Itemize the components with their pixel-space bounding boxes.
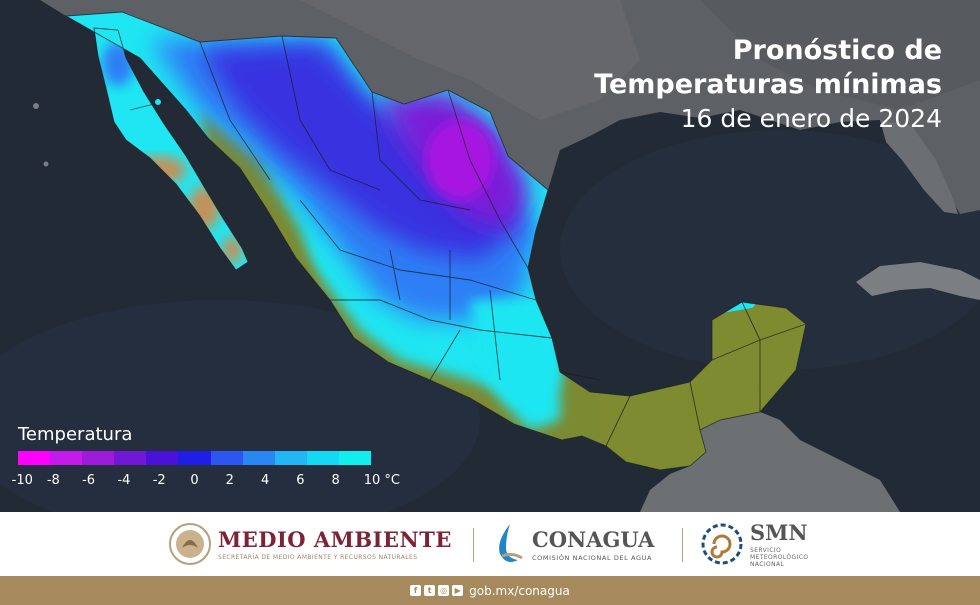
legend-tick-label: 6 — [296, 473, 305, 488]
cuba — [856, 262, 980, 300]
legend-swatch — [274, 451, 307, 465]
instagram-icon[interactable]: ◎ — [438, 585, 450, 596]
legend-swatch — [178, 451, 211, 465]
youtube-icon[interactable]: ▶ — [452, 585, 464, 596]
conagua-name: CONAGUA — [532, 526, 655, 552]
legend-swatch — [146, 451, 179, 465]
legend-ticks: -10 -8 -6 -4 -2 0 2 4 6 8 10 °C — [12, 473, 438, 493]
central-america — [640, 412, 900, 512]
legend-tick-label: -8 — [46, 473, 60, 488]
legend-tick-label: 0 — [190, 473, 199, 488]
legend-tick-label: -10 — [11, 473, 33, 488]
footer-logos: MEDIO AMBIENTE SECRETARÍA DE MEDIO AMBIE… — [0, 512, 980, 576]
legend-tick-label: -2 — [152, 473, 166, 488]
legend-swatch — [50, 451, 83, 465]
legend-swatch — [338, 451, 372, 465]
smn-subtitle-line-1: SERVICIO — [750, 547, 782, 554]
legend-title: Temperatura — [18, 424, 133, 445]
legend-swatch — [242, 451, 275, 465]
legend-tick-label: -6 — [82, 473, 96, 488]
smn-subtitle-line-2: METEOROLÓGICO — [750, 554, 809, 561]
facebook-icon[interactable]: f — [410, 585, 422, 596]
forecast-date: 16 de enero de 2024 — [680, 104, 942, 133]
temperature-map — [0, 0, 980, 512]
medio-ambiente-name: MEDIO AMBIENTE — [218, 527, 452, 552]
social-icons: f t ◎ ▶ — [410, 585, 464, 596]
legend-tick-label: -4 — [117, 473, 131, 488]
legend-swatch — [114, 451, 147, 465]
spiral-icon — [701, 523, 743, 565]
bottom-bar: f t ◎ ▶ gob.mx/conagua — [0, 576, 980, 605]
smn-subtitle-line-3: NACIONAL — [750, 561, 785, 568]
legend-swatch — [306, 451, 339, 465]
semarnat-logo[interactable]: MEDIO AMBIENTE SECRETARÍA DE MEDIO AMBIE… — [168, 522, 452, 566]
temperature-legend: Temperatura -10 -8 -6 -4 -2 0 2 4 6 8 10 °C — [12, 424, 438, 493]
usa-landmass — [0, 0, 980, 214]
map-svg — [0, 0, 980, 512]
footer-separator-2 — [682, 528, 683, 562]
legend-tick-label: 4 — [260, 473, 270, 488]
map-title: Pronóstico de Temperaturas mínimas 16 de… — [594, 34, 942, 136]
state-borders — [64, 11, 807, 471]
legend-tick-label: 10 °C — [363, 473, 401, 488]
website-link[interactable]: gob.mx/conagua — [469, 583, 570, 598]
title-line-2: Temperaturas mínimas — [594, 69, 942, 100]
footer-separator-1 — [473, 528, 474, 562]
medio-ambiente-subtitle: SECRETARÍA DE MEDIO AMBIENTE Y RECURSOS … — [218, 554, 418, 561]
water-drop-icon — [499, 524, 523, 562]
eagle-seal-icon — [169, 523, 211, 565]
legend-tick-label: 2 — [225, 473, 234, 488]
florida — [880, 120, 958, 214]
legend-swatch — [82, 451, 115, 465]
conagua-subtitle: COMISIÓN NACIONAL DEL AGUA — [532, 553, 653, 562]
legend-tick-label: 8 — [331, 473, 340, 488]
conagua-logo[interactable]: CONAGUA COMISIÓN NACIONAL DEL AGUA — [492, 522, 654, 566]
legend-swatch — [210, 451, 243, 465]
legend-color-bar — [18, 451, 372, 465]
twitter-icon[interactable]: t — [424, 585, 436, 596]
title-line-1: Pronóstico de — [732, 35, 942, 66]
legend-swatch — [18, 451, 51, 465]
smn-subtitle: SERVICIO METEOROLÓGICO NACIONAL — [750, 547, 808, 568]
smn-logo[interactable]: SMN SERVICIO METEOROLÓGICO NACIONAL — [700, 520, 808, 568]
smn-name: SMN — [750, 520, 808, 545]
